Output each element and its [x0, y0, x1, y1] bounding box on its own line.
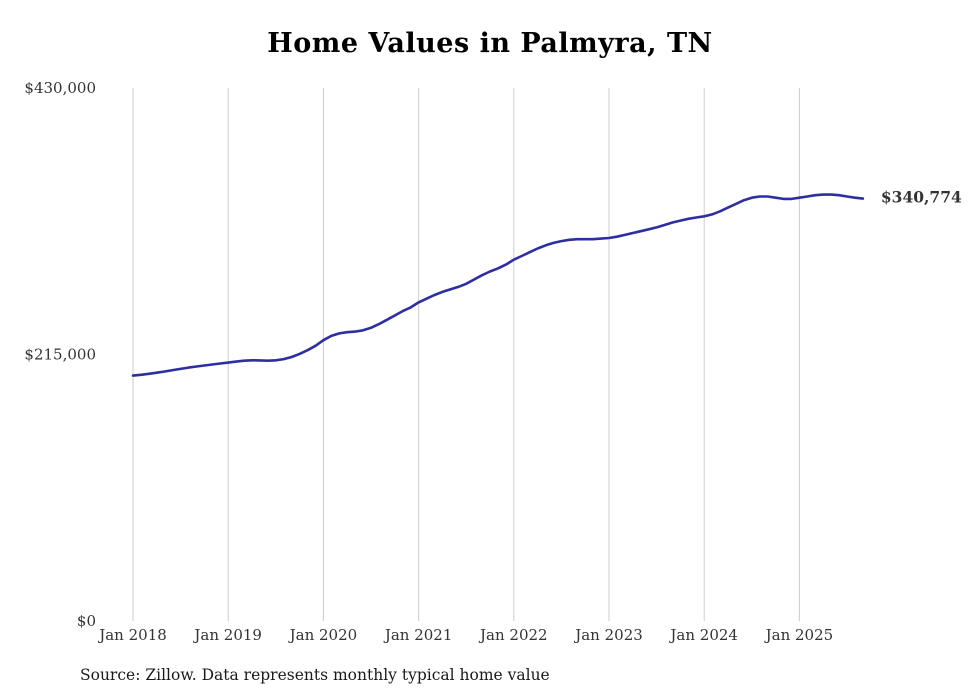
x-axis-tick-label: Jan 2025: [764, 626, 834, 644]
x-axis-tick-label: Jan 2020: [288, 626, 358, 644]
home-value-line: [131, 193, 865, 377]
source-note: Source: Zillow. Data represents monthly …: [80, 666, 550, 684]
x-axis-tick-label: Jan 2019: [192, 626, 262, 644]
latest-value-label: $340,774: [881, 188, 962, 207]
y-axis-labels-group: $0 $215,000 $430,000: [24, 79, 96, 630]
x-axis-tick-label: Jan 2023: [573, 626, 643, 644]
x-axis-tick-label: Jan 2024: [668, 626, 738, 644]
x-axis-tick-label: Jan 2018: [97, 626, 167, 644]
x-axis-tick-label: Jan 2022: [478, 626, 548, 644]
x-axis-labels-group: Jan 2018 Jan 2019 Jan 2020 Jan 2021 Jan 2022…: [97, 626, 833, 644]
gridlines-group: [132, 88, 800, 621]
y-axis-tick-label: $430,000: [24, 79, 96, 97]
chart-title: Home Values in Palmyra, TN: [267, 28, 713, 59]
y-axis-tick-label: $215,000: [24, 346, 96, 364]
y-axis-tick-label: $0: [77, 612, 96, 630]
x-axis-tick-label: Jan 2021: [383, 626, 453, 644]
